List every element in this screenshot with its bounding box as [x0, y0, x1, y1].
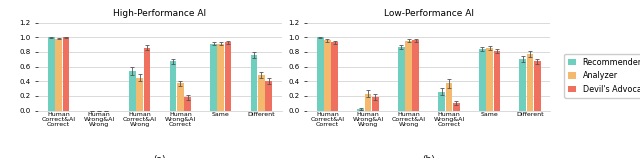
Bar: [317, 37, 324, 111]
Bar: [136, 78, 143, 111]
Bar: [357, 109, 364, 111]
Bar: [210, 44, 217, 111]
Bar: [251, 55, 257, 111]
Bar: [265, 81, 272, 111]
Bar: [520, 59, 526, 111]
Bar: [55, 39, 62, 111]
Text: (a): (a): [154, 155, 166, 158]
Bar: [332, 42, 338, 111]
Text: (b): (b): [422, 155, 435, 158]
Bar: [324, 40, 331, 111]
Bar: [412, 40, 419, 111]
Bar: [493, 51, 500, 111]
Bar: [438, 91, 445, 111]
Bar: [365, 94, 371, 111]
Bar: [129, 71, 136, 111]
Bar: [527, 54, 534, 111]
Bar: [479, 49, 486, 111]
Bar: [177, 83, 184, 111]
Title: Low-Performance AI: Low-Performance AI: [384, 9, 474, 18]
Bar: [184, 97, 191, 111]
Bar: [170, 61, 177, 111]
Bar: [405, 41, 412, 111]
Bar: [534, 61, 541, 111]
Bar: [48, 37, 55, 111]
Bar: [398, 47, 404, 111]
Bar: [225, 42, 232, 111]
Bar: [486, 48, 493, 111]
Bar: [372, 97, 379, 111]
Bar: [218, 44, 224, 111]
Title: High-Performance AI: High-Performance AI: [113, 9, 207, 18]
Bar: [258, 75, 265, 111]
Bar: [453, 103, 460, 111]
Bar: [445, 83, 452, 111]
Bar: [63, 37, 69, 111]
Bar: [143, 48, 150, 111]
Legend: Recommender, Analyzer, Devil's Advocate: Recommender, Analyzer, Devil's Advocate: [564, 54, 640, 98]
